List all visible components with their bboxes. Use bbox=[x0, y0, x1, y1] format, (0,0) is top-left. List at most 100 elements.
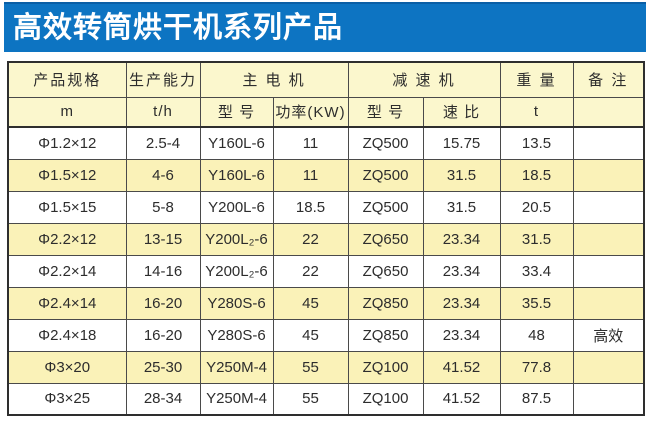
product-spec-table: 产品规格 生产能力 主 电 机 减 速 机 重 量 备 注 m t/h 型 号 … bbox=[7, 61, 645, 416]
table-cell: 41.52 bbox=[422, 382, 501, 416]
header-reducer-group: 减 速 机 bbox=[347, 61, 501, 98]
table-cell: ZQ500 bbox=[347, 190, 424, 224]
table-cell: 55 bbox=[272, 350, 349, 384]
table-cell: 22 bbox=[272, 222, 349, 256]
table-cell: 22 bbox=[272, 254, 349, 288]
header-reducer-model: 型 号 bbox=[347, 96, 424, 128]
table-cell bbox=[572, 350, 645, 384]
table-row: Φ3×25 28-34 Y250M-4 55 ZQ100 41.52 87.5 bbox=[7, 382, 645, 416]
table-cell: Φ1.5×15 bbox=[7, 190, 127, 224]
header-capacity-unit: t/h bbox=[125, 96, 201, 128]
table-cell: 45 bbox=[272, 318, 349, 352]
table-cell: 33.4 bbox=[499, 254, 574, 288]
table-row: Φ2.4×18 16-20 Y280S-6 45 ZQ850 23.34 48 高效 bbox=[7, 318, 645, 352]
table-cell: 15.75 bbox=[422, 126, 501, 160]
table-cell: 20.5 bbox=[499, 190, 574, 224]
table-body: Φ1.2×12 2.5-4 Y160L-6 11 ZQ500 15.75 13.5 Φ1.5×… bbox=[7, 126, 645, 416]
table-row: Φ1.2×12 2.5-4 Y160L-6 11 ZQ500 15.75 13.5 bbox=[7, 126, 645, 160]
table-cell bbox=[572, 190, 645, 224]
header-weight-unit: t bbox=[499, 96, 574, 128]
table-cell: Y200L₂-6 bbox=[199, 222, 274, 256]
table-cell bbox=[572, 222, 645, 256]
header-spec: 产品规格 bbox=[7, 61, 127, 98]
table-cell: Y200L₂-6 bbox=[199, 254, 274, 288]
table-cell: ZQ650 bbox=[347, 222, 424, 256]
title-banner: 高效转筒烘干机系列产品 bbox=[4, 2, 646, 52]
header-row-units: m t/h 型 号 功率(KW) 型 号 速 比 t bbox=[7, 96, 645, 128]
table-cell: 23.34 bbox=[422, 286, 501, 320]
table-cell: Y280S-6 bbox=[199, 286, 274, 320]
table-cell: ZQ500 bbox=[347, 126, 424, 160]
table-cell: 2.5-4 bbox=[125, 126, 201, 160]
table-cell: 48 bbox=[499, 318, 574, 352]
header-notes: 备 注 bbox=[572, 61, 645, 98]
header-spec-unit: m bbox=[7, 96, 127, 128]
table-cell: Φ3×20 bbox=[7, 350, 127, 384]
table-cell: 16-20 bbox=[125, 286, 201, 320]
table-cell bbox=[572, 158, 645, 192]
table-cell: ZQ650 bbox=[347, 254, 424, 288]
table-cell: 31.5 bbox=[422, 190, 501, 224]
table-cell: Φ2.2×14 bbox=[7, 254, 127, 288]
table-cell: Y160L-6 bbox=[199, 126, 274, 160]
table-row: Φ3×20 25-30 Y250M-4 55 ZQ100 41.52 77.8 bbox=[7, 350, 645, 384]
table-cell: 87.5 bbox=[499, 382, 574, 416]
table-cell: 18.5 bbox=[272, 190, 349, 224]
header-weight: 重 量 bbox=[499, 61, 574, 98]
header-notes-unit bbox=[572, 96, 645, 128]
header-motor-power: 功率(KW) bbox=[272, 96, 349, 128]
table-header: 产品规格 生产能力 主 电 机 减 速 机 重 量 备 注 m t/h 型 号 … bbox=[7, 61, 645, 128]
table-cell bbox=[572, 286, 645, 320]
table-cell: ZQ500 bbox=[347, 158, 424, 192]
table-cell: Y200L-6 bbox=[199, 190, 274, 224]
table-cell: ZQ100 bbox=[347, 350, 424, 384]
table-cell: 41.52 bbox=[422, 350, 501, 384]
header-reducer-ratio: 速 比 bbox=[422, 96, 501, 128]
table-row: Φ2.2×14 14-16 Y200L₂-6 22 ZQ650 23.34 33.4 bbox=[7, 254, 645, 288]
table-cell: 13-15 bbox=[125, 222, 201, 256]
table-cell: 31.5 bbox=[499, 222, 574, 256]
table-cell: 18.5 bbox=[499, 158, 574, 192]
table-cell: Φ1.2×12 bbox=[7, 126, 127, 160]
table-cell bbox=[572, 254, 645, 288]
table-row: Φ1.5×15 5-8 Y200L-6 18.5 ZQ500 31.5 20.5 bbox=[7, 190, 645, 224]
table-cell: Φ3×25 bbox=[7, 382, 127, 416]
header-motor-group: 主 电 机 bbox=[199, 61, 349, 98]
table-cell: 23.34 bbox=[422, 318, 501, 352]
header-capacity: 生产能力 bbox=[125, 61, 201, 98]
table-cell: Φ2.2×12 bbox=[7, 222, 127, 256]
table-cell: Φ2.4×14 bbox=[7, 286, 127, 320]
table-cell: 16-20 bbox=[125, 318, 201, 352]
header-row-groups: 产品规格 生产能力 主 电 机 减 速 机 重 量 备 注 bbox=[7, 61, 645, 98]
table-cell: 28-34 bbox=[125, 382, 201, 416]
table-cell: 77.8 bbox=[499, 350, 574, 384]
table-cell: Φ1.5×12 bbox=[7, 158, 127, 192]
table-cell: Y280S-6 bbox=[199, 318, 274, 352]
table-cell bbox=[572, 382, 645, 416]
table-cell: 5-8 bbox=[125, 190, 201, 224]
table-cell: Y250M-4 bbox=[199, 350, 274, 384]
table-cell: Y160L-6 bbox=[199, 158, 274, 192]
table-cell: 13.5 bbox=[499, 126, 574, 160]
table-cell: 4-6 bbox=[125, 158, 201, 192]
table-cell: ZQ850 bbox=[347, 286, 424, 320]
table-cell: 45 bbox=[272, 286, 349, 320]
table-cell: 25-30 bbox=[125, 350, 201, 384]
table-cell: 11 bbox=[272, 126, 349, 160]
table-cell: 23.34 bbox=[422, 254, 501, 288]
table-cell bbox=[572, 126, 645, 160]
table-cell: 23.34 bbox=[422, 222, 501, 256]
table-cell: ZQ850 bbox=[347, 318, 424, 352]
table-cell: 11 bbox=[272, 158, 349, 192]
table-cell: 55 bbox=[272, 382, 349, 416]
table-cell: 31.5 bbox=[422, 158, 501, 192]
table-row: Φ1.5×12 4-6 Y160L-6 11 ZQ500 31.5 18.5 bbox=[7, 158, 645, 192]
table-cell: Y250M-4 bbox=[199, 382, 274, 416]
header-motor-model: 型 号 bbox=[199, 96, 274, 128]
table-cell: 高效 bbox=[572, 318, 645, 352]
table-cell: Φ2.4×18 bbox=[7, 318, 127, 352]
table-row: Φ2.2×12 13-15 Y200L₂-6 22 ZQ650 23.34 31.5 bbox=[7, 222, 645, 256]
table-row: Φ2.4×14 16-20 Y280S-6 45 ZQ850 23.34 35.5 bbox=[7, 286, 645, 320]
table-cell: 35.5 bbox=[499, 286, 574, 320]
page-title: 高效转筒烘干机系列产品 bbox=[13, 11, 344, 44]
